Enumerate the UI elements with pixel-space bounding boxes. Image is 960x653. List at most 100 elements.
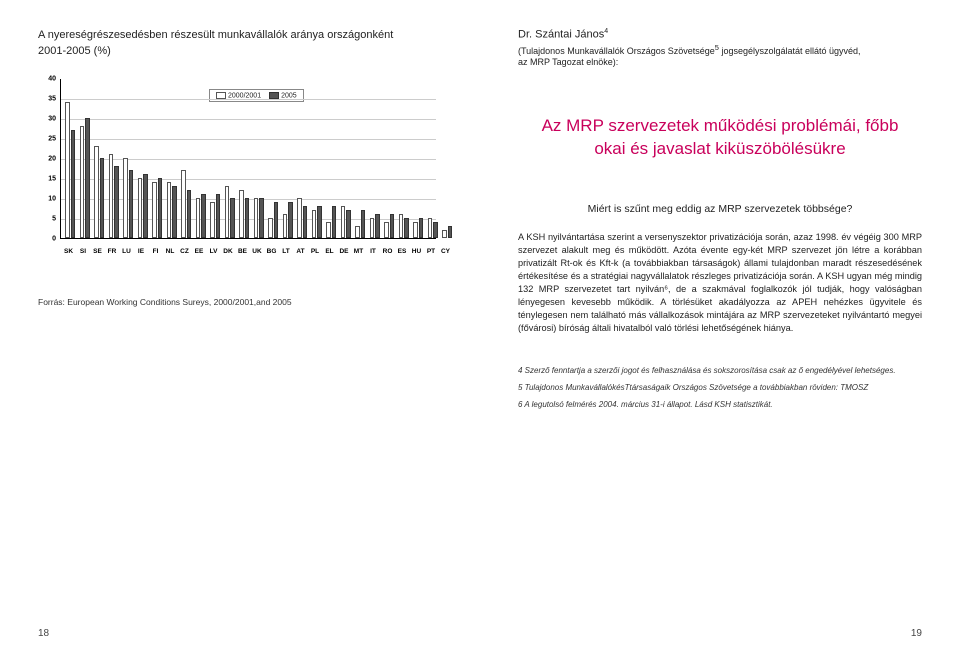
- legend-swatch-1: [216, 92, 226, 99]
- bar: [65, 102, 70, 238]
- chart-legend: 2000/2001 2005: [209, 89, 304, 102]
- x-tick: IT: [366, 248, 380, 255]
- bar: [332, 206, 337, 238]
- bar: [109, 154, 114, 238]
- x-tick: AT: [294, 248, 308, 255]
- x-tick: LU: [120, 248, 134, 255]
- bar: [172, 186, 177, 238]
- x-tick: BG: [265, 248, 279, 255]
- x-tick: EE: [192, 248, 206, 255]
- x-tick: SE: [91, 248, 105, 255]
- bar: [158, 178, 163, 238]
- y-tick: 20: [38, 155, 56, 162]
- bar: [129, 170, 134, 238]
- x-tick: CY: [439, 248, 453, 255]
- chart-source: Forrás: European Working Conditions Sure…: [38, 297, 442, 307]
- article-body: A KSH nyilvántartása szerint a versenysz…: [518, 231, 922, 336]
- legend-swatch-2: [269, 92, 279, 99]
- bar: [433, 222, 438, 238]
- x-tick: RO: [381, 248, 395, 255]
- article-heading: Az MRP szervezetek működési problémái, f…: [528, 115, 912, 161]
- bar: [152, 182, 157, 238]
- bar: [94, 146, 99, 238]
- bar: [361, 210, 366, 238]
- bar: [230, 198, 235, 238]
- bar: [114, 166, 119, 238]
- bar: [442, 230, 447, 238]
- x-tick: PT: [424, 248, 438, 255]
- right-page: Dr. Szántai János4 (Tulajdonos Munkaváll…: [480, 0, 960, 653]
- bar: [245, 198, 250, 238]
- y-tick: 40: [38, 75, 56, 82]
- bar: [123, 158, 128, 238]
- bar: [201, 194, 206, 238]
- bar: [375, 214, 380, 238]
- y-tick: 15: [38, 175, 56, 182]
- x-tick: IE: [134, 248, 148, 255]
- bar: [303, 206, 308, 238]
- x-tick: LT: [279, 248, 293, 255]
- x-tick: BE: [236, 248, 250, 255]
- footnote-4: 4 Szerző fenntartja a szerzői jogot és f…: [518, 365, 922, 377]
- bar: [355, 226, 360, 238]
- chart-title: A nyereségrészesedésben részesült munkav…: [38, 28, 442, 43]
- left-page: A nyereségrészesedésben részesült munkav…: [0, 0, 480, 653]
- bar: [341, 206, 346, 238]
- bar: [268, 218, 273, 238]
- y-tick: 0: [38, 235, 56, 242]
- y-tick: 25: [38, 135, 56, 142]
- bar: [404, 218, 409, 238]
- bar: [448, 226, 453, 238]
- author-text: Dr. Szántai János: [518, 29, 604, 41]
- bar: [274, 202, 279, 238]
- x-tick: SI: [76, 248, 90, 255]
- footnote-5: 5 Tulajdonos MunkavállalókésTtársaságaik…: [518, 382, 922, 394]
- bar: [181, 170, 186, 238]
- x-tick: DK: [221, 248, 235, 255]
- bar: [283, 214, 288, 238]
- bar: [297, 198, 302, 238]
- x-tick: FI: [149, 248, 163, 255]
- footnotes: 4 Szerző fenntartja a szerzői jogot és f…: [518, 365, 922, 415]
- bar: [239, 190, 244, 238]
- y-tick: 10: [38, 195, 56, 202]
- bar: [326, 222, 331, 238]
- bar: [85, 118, 90, 238]
- x-tick: ES: [395, 248, 409, 255]
- bar: [312, 210, 317, 238]
- author-name: Dr. Szántai János4: [518, 28, 922, 41]
- x-tick: FR: [105, 248, 119, 255]
- bar: [419, 218, 424, 238]
- author-affiliation: (Tulajdonos Munkavállalók Országos Szöve…: [518, 43, 922, 69]
- x-tick: HU: [410, 248, 424, 255]
- bar: [254, 198, 259, 238]
- chart-subtitle: 2001-2005 (%): [38, 45, 442, 57]
- bar: [80, 126, 85, 238]
- x-tick: NL: [163, 248, 177, 255]
- x-tick: MT: [352, 248, 366, 255]
- x-tick: PL: [308, 248, 322, 255]
- bar: [210, 202, 215, 238]
- bar: [428, 218, 433, 238]
- bar: [225, 186, 230, 238]
- bar: [384, 222, 389, 238]
- x-tick: CZ: [178, 248, 192, 255]
- bar: [259, 198, 264, 238]
- bar: [100, 158, 105, 238]
- bar: [399, 214, 404, 238]
- bar: [167, 182, 172, 238]
- bar: [216, 194, 221, 238]
- x-tick: SK: [62, 248, 76, 255]
- bar: [187, 190, 192, 238]
- bar: [413, 222, 418, 238]
- bar-chart: 2000/2001 2005 0510152025303540SKSISEFRL…: [38, 75, 442, 275]
- page-number-left: 18: [38, 628, 49, 639]
- x-tick: EL: [323, 248, 337, 255]
- y-tick: 5: [38, 215, 56, 222]
- bar: [196, 198, 201, 238]
- bar: [138, 178, 143, 238]
- bar: [370, 218, 375, 238]
- bar: [143, 174, 148, 238]
- author-footnote-ref: 4: [604, 28, 608, 35]
- y-tick: 35: [38, 95, 56, 102]
